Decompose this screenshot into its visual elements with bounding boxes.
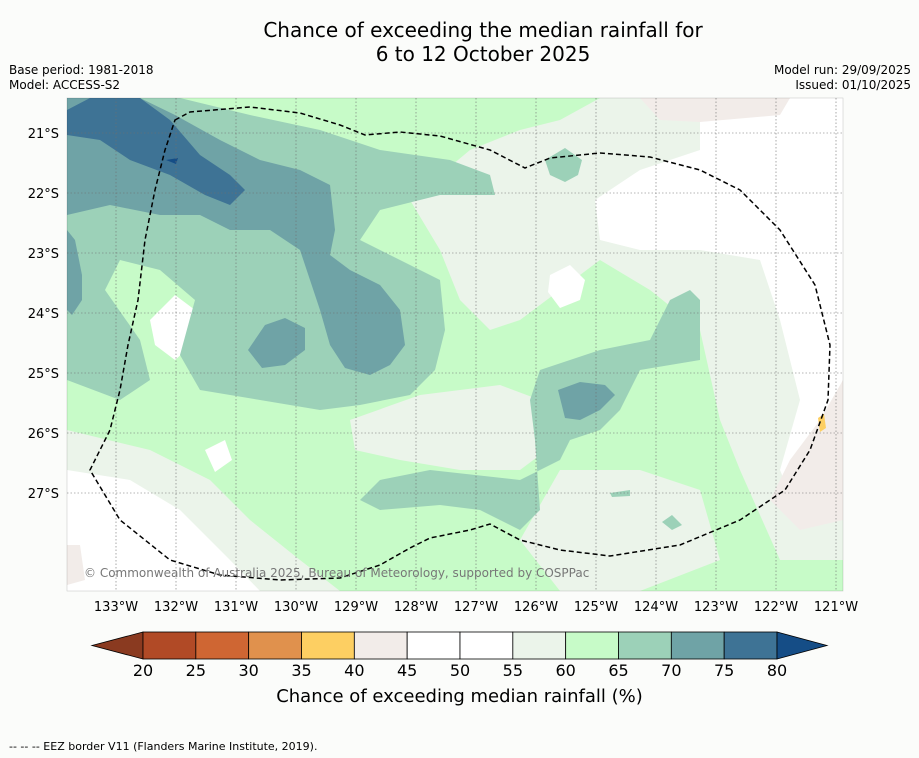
colorbar-tick-label: 40 [344,661,364,680]
zone-45-ne [640,98,790,122]
colorbar-tick-label: 80 [767,661,787,680]
colorbar-title: Chance of exceeding median rainfall (%) [276,686,643,707]
zone-65-sliver [610,490,630,497]
lat-label: 25°S [28,367,59,382]
colorbar: 20 25 30 35 40 45 50 55 60 65 70 75 80 [90,631,829,680]
grid-lines [67,98,843,591]
lat-label: 21°S [28,127,59,142]
meta-right: Model run: 29/09/2025 Issued: 01/10/2025 [774,63,911,93]
lon-label: 126°W [514,600,558,615]
lon-label: 123°W [694,600,738,615]
lon-label: 130°W [274,600,318,615]
lat-label: 22°S [28,187,59,202]
colorbar-swatch [353,631,408,660]
zone-50-southwest [67,470,260,591]
zone-65-blob-ne [545,148,582,182]
map-frame [66,97,844,592]
lat-axis: 21°S 22°S 23°S 24°S 25°S 26°S 27°S [28,127,59,502]
colorbar-tick-label: 35 [291,661,311,680]
zone-70-south [558,382,615,420]
issued-date: Issued: 01/10/2025 [795,78,911,92]
model-run: Model run: 29/09/2025 [773,63,911,77]
zone-35-spot [818,414,826,432]
colorbar-tick-label: 70 [661,661,681,680]
zone-70-left [67,230,82,315]
colorbar-under-arrow [90,631,144,660]
lon-axis: 133°W 132°W 131°W 130°W 129°W 128°W 127°… [94,600,858,615]
lon-label: 132°W [154,600,198,615]
lat-label: 23°S [28,247,59,262]
lon-label: 122°W [754,600,798,615]
zone-55-center [350,385,560,470]
colorbar-over-arrow [776,631,829,660]
lat-label: 27°S [28,487,59,502]
zone-75-core [67,98,245,205]
lon-label: 125°W [574,600,618,615]
zone-65-small [662,515,682,530]
colorbar-tick-label: 50 [450,661,470,680]
colorbar-swatch [301,631,355,660]
colorbar-tick-label: 25 [186,661,206,680]
colorbar-swatch [406,631,461,660]
lat-label: 26°S [28,427,59,442]
zone-70-blob [248,318,305,368]
zone-45-sw [67,545,85,585]
colorbar-swatch [248,631,302,660]
title-line-1: Chance of exceeding the median rainfall … [263,18,703,42]
map-title: Chance of exceeding the median rainfall … [0,18,919,66]
lon-label: 129°W [334,600,378,615]
colorbar-swatch [512,631,567,660]
rainfall-contours [67,98,843,591]
title-line-2: 6 to 12 October 2025 [375,42,591,66]
eez-border [89,106,831,581]
zone-50-small [205,440,232,472]
colorbar-swatch [723,631,778,660]
colorbar-swatch [618,631,672,660]
colorbar-swatch [195,631,250,660]
zone-65-south [360,290,700,530]
lon-label: 124°W [634,600,678,615]
lon-label: 127°W [454,600,498,615]
colorbar-tick-label: 60 [555,661,575,680]
colorbar-swatch [142,631,197,660]
colorbar-tick-label: 45 [397,661,417,680]
colorbar-swatch [565,631,619,660]
meta-left: Base period: 1981-2018 Model: ACCESS-S2 [9,63,154,93]
zone-50-blob [548,265,585,308]
lon-label: 133°W [94,600,138,615]
colorbar-tick-label: 20 [133,661,153,680]
zone-80-dot [166,158,178,164]
colorbar-tick-label: 55 [503,661,523,680]
lat-label: 24°S [28,307,59,322]
lon-label: 131°W [214,600,258,615]
base-period: Base period: 1981-2018 [9,63,154,77]
copyright-watermark: © Commonwealth of Australia 2025, Bureau… [84,566,589,580]
colorbar-tick-label: 65 [608,661,628,680]
lon-label: 121°W [814,600,858,615]
zone-55-se [520,470,720,591]
colorbar-tick-label: 30 [238,661,258,680]
colorbar-tick-label: 75 [714,661,734,680]
colorbar-swatch [459,631,514,660]
footer-note: -- -- -- EEZ border V11 (Flanders Marine… [9,740,318,753]
zone-50-east [595,98,843,520]
colorbar-swatch [670,631,725,660]
model-name: Model: ACCESS-S2 [9,78,121,92]
lon-label: 128°W [394,600,438,615]
